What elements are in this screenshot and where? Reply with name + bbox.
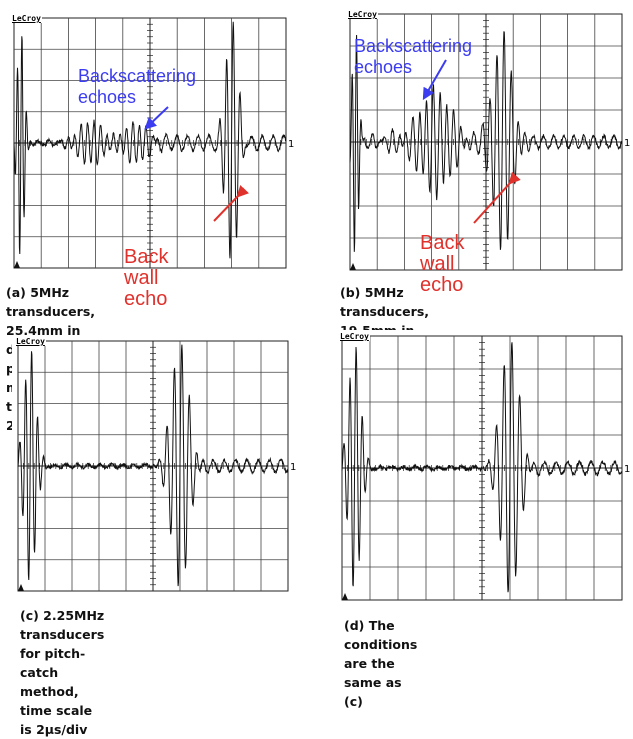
scope-a-channel-marker: 1: [288, 139, 294, 150]
scope-a-trigger-icon: [14, 261, 20, 268]
oscilloscope-plot-a: 1: [13, 17, 294, 269]
scope-d-trace: [341, 342, 623, 593]
scope-b-trace: [349, 31, 623, 252]
scope-d-channel-marker: 1: [624, 464, 630, 475]
caption-d: (d) The conditions are the same as (c): [344, 618, 418, 709]
scope-c-trigger-icon: [18, 584, 24, 591]
brand-label-d: LeCroy: [339, 332, 370, 341]
annotation-backscatter-a: Backscattering echoes: [78, 66, 197, 107]
annotation-backwall-b: Back wall echo: [420, 232, 465, 296]
scope-d-trigger-icon: [342, 593, 348, 600]
scope-c-trace: [17, 344, 289, 587]
caption-c: (c) 2.25MHz transducers for pitch- catch…: [20, 608, 105, 737]
scope-screen-c: 1 LeCroy: [12, 335, 296, 597]
scope-b-channel-marker: 1: [624, 138, 630, 149]
brand-label-b: LeCroy: [347, 10, 378, 19]
annotation-backwall-a: Back wall echo: [124, 246, 169, 310]
scope-screen-b: 1 LeCroy: [344, 8, 630, 276]
oscilloscope-plot-c: 1: [17, 340, 296, 592]
scope-a-trace: [13, 21, 287, 259]
annotation-backscatter-b: Backscattering echoes: [354, 36, 473, 77]
oscilloscope-plot-b: 1: [349, 13, 630, 271]
scope-b-grid: 1: [349, 13, 630, 271]
scope-screen-a: 1 LeCroy: [8, 12, 294, 274]
scope-a-grid: 1: [13, 17, 294, 269]
scope-b-trigger-icon: [350, 263, 356, 270]
scope-screen-d: 1 LeCroy: [336, 330, 630, 606]
oscilloscope-plot-d: 1: [341, 335, 630, 601]
brand-label-a: LeCroy: [11, 14, 42, 23]
scope-c-channel-marker: 1: [290, 462, 296, 473]
brand-label-c: LeCroy: [15, 337, 46, 346]
